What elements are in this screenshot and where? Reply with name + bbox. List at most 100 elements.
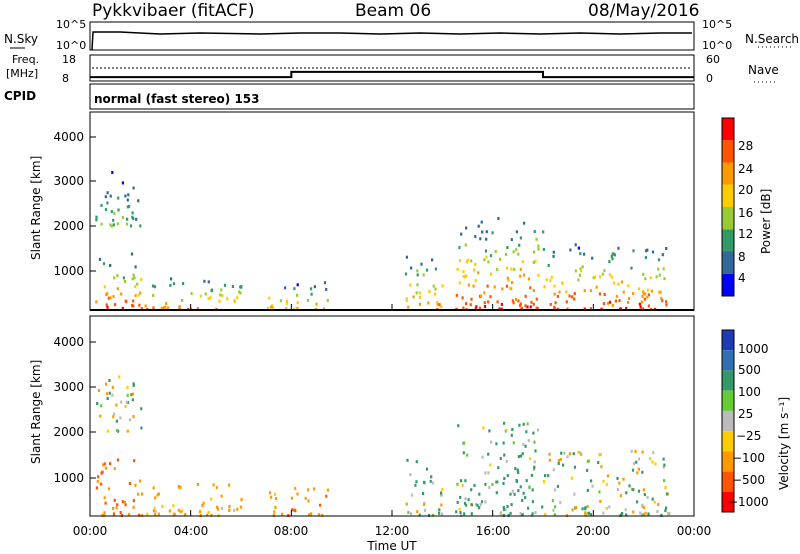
velocity-colorbar-step bbox=[722, 330, 734, 351]
velocity-cell bbox=[172, 504, 175, 508]
power-cell bbox=[644, 256, 647, 260]
power-cell bbox=[98, 257, 102, 261]
velocity-cell bbox=[120, 400, 123, 404]
power-cell bbox=[231, 285, 234, 288]
power-cell bbox=[465, 274, 468, 278]
power-cell bbox=[542, 247, 545, 251]
power-cell bbox=[106, 305, 109, 309]
velocity-cell bbox=[641, 513, 644, 517]
power-cell bbox=[239, 291, 242, 295]
power-cell bbox=[646, 288, 649, 292]
power-cell bbox=[126, 217, 129, 221]
power-cell bbox=[490, 272, 493, 276]
velocity-cell bbox=[463, 441, 466, 445]
power-cell bbox=[199, 294, 202, 298]
velocity-cell bbox=[487, 452, 490, 456]
velocity-cell bbox=[482, 426, 485, 430]
velocity-ylabel: Slant Range [km] bbox=[29, 360, 43, 464]
power-cell bbox=[116, 222, 119, 226]
velocity-cell bbox=[130, 393, 133, 397]
velocity-cell bbox=[457, 424, 460, 428]
power-cell bbox=[279, 299, 282, 303]
velocity-cell bbox=[220, 506, 223, 510]
velocity-cell bbox=[137, 492, 140, 496]
freq-panel: Freq. [MHz] 18 8 60 0 Nave bbox=[6, 53, 779, 85]
power-cell bbox=[456, 267, 459, 271]
power-cell bbox=[120, 292, 123, 296]
power-cell bbox=[647, 304, 650, 308]
power-cell bbox=[441, 284, 444, 288]
power-cell bbox=[534, 259, 537, 263]
power-cell bbox=[420, 262, 423, 266]
velocity-cell bbox=[528, 485, 531, 489]
velocity-cell bbox=[313, 487, 316, 491]
velocity-cell bbox=[597, 461, 600, 465]
power-cell bbox=[486, 284, 489, 288]
power-colorbar-step-frame bbox=[721, 117, 735, 297]
power-cell bbox=[121, 181, 124, 185]
velocity-cell bbox=[502, 508, 506, 511]
velocity-cell bbox=[651, 497, 654, 501]
power-cell bbox=[164, 305, 167, 309]
velocity-cell bbox=[438, 508, 441, 512]
power-cell bbox=[95, 215, 98, 219]
power-cell bbox=[427, 301, 430, 305]
velocity-cell bbox=[509, 492, 512, 496]
velocity-cell bbox=[639, 511, 642, 515]
power-cell bbox=[296, 306, 299, 310]
power-cell bbox=[105, 303, 108, 307]
power-cell bbox=[467, 283, 470, 287]
power-cell bbox=[532, 289, 535, 292]
velocity-ytick: 4000 bbox=[53, 335, 84, 349]
nsearch-tick-top: 10^5 bbox=[702, 18, 732, 31]
power-cell bbox=[178, 305, 181, 309]
power-cell bbox=[537, 244, 540, 248]
power-cell bbox=[644, 277, 647, 281]
power-cell bbox=[103, 285, 106, 289]
velocity-cell bbox=[406, 458, 409, 462]
velocity-cell bbox=[570, 476, 573, 480]
power-cell bbox=[638, 302, 641, 306]
velocity-cell bbox=[600, 465, 603, 469]
velocity-cell bbox=[181, 509, 184, 513]
velocity-cell bbox=[474, 502, 478, 506]
velocity-cell bbox=[513, 492, 516, 496]
power-cell bbox=[639, 305, 642, 309]
velocity-cell bbox=[431, 481, 434, 485]
velocity-cell bbox=[274, 492, 277, 496]
power-cell bbox=[130, 252, 134, 256]
velocity-ytick: 3000 bbox=[53, 380, 84, 394]
power-cell bbox=[152, 306, 155, 310]
power-cell bbox=[632, 249, 635, 253]
velocity-cbar-label: Velocity [m s⁻¹] bbox=[777, 397, 791, 490]
velocity-cell bbox=[418, 513, 421, 517]
nsearch-label: N.Search bbox=[745, 32, 799, 46]
power-cell bbox=[131, 211, 134, 215]
velocity-cell bbox=[476, 503, 479, 507]
velocity-cell bbox=[624, 508, 627, 512]
power-cell bbox=[462, 306, 465, 310]
velocity-cell bbox=[106, 429, 110, 433]
power-cell bbox=[644, 292, 647, 296]
power-cell bbox=[522, 273, 526, 277]
power-cell bbox=[577, 278, 580, 282]
power-cell bbox=[598, 292, 601, 296]
velocity-cell bbox=[132, 505, 135, 509]
power-cell bbox=[432, 284, 435, 288]
time-tick: 08:00 bbox=[274, 524, 309, 538]
velocity-cell bbox=[552, 468, 555, 472]
velocity-cell bbox=[172, 513, 176, 517]
velocity-cell bbox=[138, 479, 142, 483]
power-cell bbox=[116, 274, 119, 278]
power-cell bbox=[583, 252, 586, 256]
velocity-cell bbox=[124, 503, 127, 507]
power-cell bbox=[545, 278, 548, 282]
power-colorbar bbox=[721, 117, 735, 297]
velocity-cell bbox=[514, 467, 517, 471]
velocity-cell bbox=[100, 471, 103, 475]
velocity-cell bbox=[438, 511, 441, 515]
velocity-cell bbox=[484, 471, 487, 475]
power-cell bbox=[483, 258, 486, 262]
velocity-cell bbox=[573, 465, 576, 469]
velocity-cell bbox=[647, 512, 650, 516]
